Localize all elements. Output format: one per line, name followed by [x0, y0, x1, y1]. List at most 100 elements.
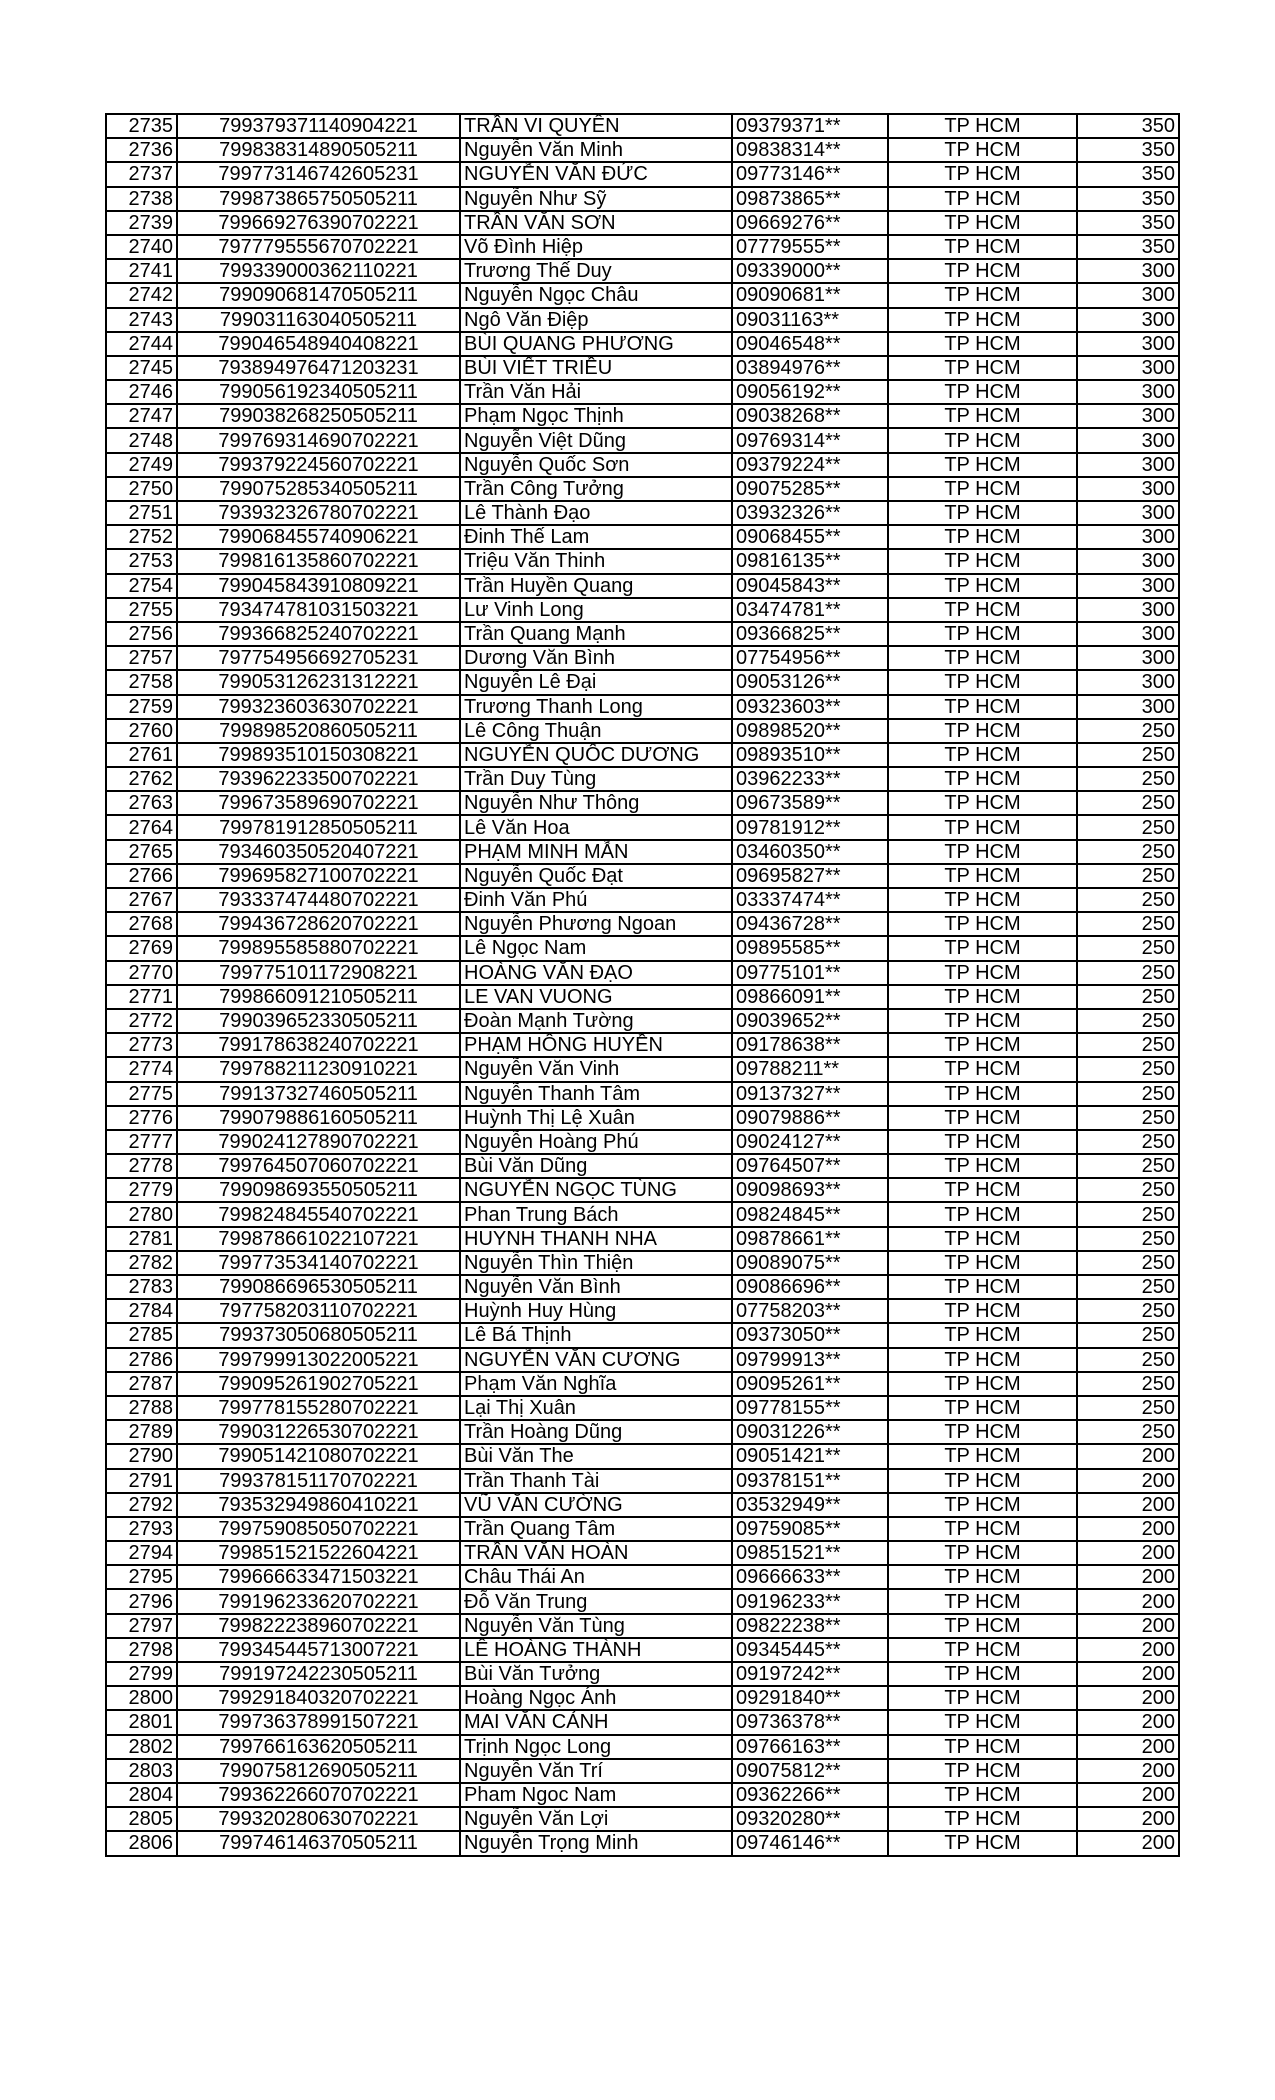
customer-code-cell: 799068455740906221: [176, 524, 461, 551]
row-number-cell: 2758: [105, 669, 178, 696]
customer-code-cell: 799038268250505211: [176, 403, 461, 430]
row-number-cell: 2764: [105, 814, 178, 841]
phone-number-cell: 03932326**: [731, 499, 889, 527]
customer-code-cell: 799320280630702221: [176, 1806, 461, 1833]
table-row: 2787 799095261902705221 Phạm Văn Nghĩa 0909…: [105, 1370, 1180, 1397]
amount-cell: 300: [1076, 475, 1180, 503]
customer-name-cell: Lại Thị Xuân: [459, 1394, 733, 1422]
row-number-cell: 2761: [105, 741, 178, 769]
customer-code-cell: 799379224560702221: [176, 451, 461, 478]
customer-code-cell: 799090681470505211: [176, 282, 461, 309]
customer-name-cell: Huỳnh Thị Lệ Xuân: [459, 1104, 733, 1131]
phone-number-cell: 09781912**: [731, 814, 889, 841]
amount-cell: 200: [1076, 1588, 1180, 1615]
table-row: 2750 799075285340505211 Trần Công Tưởng 090…: [105, 475, 1180, 503]
table-row: 2767 793337474480702221 Đinh Văn Phú 033374…: [105, 886, 1180, 914]
amount-cell: 250: [1076, 1225, 1180, 1252]
customer-code-cell: 799436728620702221: [176, 911, 461, 938]
table-row: 2755 793474781031503221 Lư Vinh Long 034747…: [105, 596, 1180, 623]
city-cell: TP HCM: [887, 112, 1078, 140]
amount-cell: 200: [1076, 1540, 1180, 1567]
row-number-cell: 2773: [105, 1032, 178, 1059]
city-cell: TP HCM: [887, 1467, 1078, 1494]
customer-name-cell: Đinh Văn Phú: [459, 886, 733, 914]
phone-number-cell: 03962233**: [731, 766, 889, 793]
table-row: 2745 793894976471203231 BÙI VIẾT TRIỀU 0389…: [105, 354, 1180, 382]
table-row: 2778 799764507060702221 Bùi Văn Dũng 097645…: [105, 1153, 1180, 1180]
phone-number-cell: 09039652**: [731, 1007, 889, 1035]
customer-code-cell: 799816135860702221: [176, 548, 461, 575]
table-row: 2736 799838314890505211 Nguyễn Văn Minh 098…: [105, 137, 1180, 164]
amount-cell: 250: [1076, 790, 1180, 817]
city-cell: TP HCM: [887, 717, 1078, 744]
row-number-cell: 2795: [105, 1564, 178, 1591]
city-cell: TP HCM: [887, 1080, 1078, 1107]
customer-code-cell: 799788211230910221: [176, 1056, 461, 1083]
amount-cell: 250: [1076, 1346, 1180, 1373]
phone-number-cell: 09666633**: [731, 1564, 889, 1591]
phone-number-cell: 09838314**: [731, 137, 889, 164]
phone-number-cell: 03532949**: [731, 1491, 889, 1518]
phone-number-cell: 09196233**: [731, 1588, 889, 1615]
customer-code-cell: 799746146370505211: [176, 1830, 461, 1857]
customer-name-cell: Đoàn Mạnh Tường: [459, 1007, 733, 1035]
row-number-cell: 2768: [105, 911, 178, 938]
amount-cell: 250: [1076, 959, 1180, 986]
customer-name-cell: Nguyễn Văn Lợi: [459, 1806, 733, 1833]
table-row: 2791 799378151170702221 Trần Thanh Tài 0937…: [105, 1467, 1180, 1494]
customer-name-cell: Nguyễn Ngọc Châu: [459, 282, 733, 309]
customer-code-cell: 799031226530702221: [176, 1419, 461, 1446]
phone-number-cell: 09045843**: [731, 572, 889, 599]
table-row: 2761 799893510150308221 NGUYỄN QUỐC DƯƠNG 0…: [105, 741, 1180, 769]
row-number-cell: 2759: [105, 693, 178, 720]
row-number-cell: 2806: [105, 1830, 178, 1857]
customer-code-cell: 799822238960702221: [176, 1612, 461, 1639]
city-cell: TP HCM: [887, 1733, 1078, 1760]
row-number-cell: 2797: [105, 1612, 178, 1639]
amount-cell: 300: [1076, 645, 1180, 672]
table-row: 2780 799824845540702221 Phan Trung Bách 098…: [105, 1201, 1180, 1228]
customer-code-cell: 799898520860505211: [176, 717, 461, 744]
table-row: 2746 799056192340505211 Trần Văn Hải 090561…: [105, 379, 1180, 406]
row-number-cell: 2783: [105, 1273, 178, 1301]
table-row: 2795 799666633471503221 Châu Thái An 096666…: [105, 1564, 1180, 1591]
table-row: 2751 793932326780702221 Lê Thành Đạo 039323…: [105, 499, 1180, 527]
customer-name-cell: Nguyễn Quốc Sơn: [459, 451, 733, 478]
phone-number-cell: 09895585**: [731, 935, 889, 962]
city-cell: TP HCM: [887, 1225, 1078, 1252]
customer-code-cell: 799053126231312221: [176, 669, 461, 696]
city-cell: TP HCM: [887, 1128, 1078, 1156]
customer-code-cell: 799764507060702221: [176, 1153, 461, 1180]
customer-code-cell: 799769314690702221: [176, 427, 461, 454]
customer-code-cell: 799838314890505211: [176, 137, 461, 164]
row-number-cell: 2760: [105, 717, 178, 744]
customer-code-cell: 799031163040505211: [176, 306, 461, 333]
row-number-cell: 2767: [105, 886, 178, 914]
amount-cell: 250: [1076, 1177, 1180, 1204]
amount-cell: 200: [1076, 1830, 1180, 1857]
city-cell: TP HCM: [887, 451, 1078, 478]
customer-code-cell: 799075285340505211: [176, 475, 461, 503]
amount-cell: 350: [1076, 209, 1180, 236]
city-cell: TP HCM: [887, 886, 1078, 914]
table-row: 2781 799878661022107221 HUYNH THANH NHA 098…: [105, 1225, 1180, 1252]
customer-name-cell: Dương Văn Bình: [459, 645, 733, 672]
city-cell: TP HCM: [887, 137, 1078, 164]
table-row: 2737 799773146742605231 NGUYỄN VĂN ĐỨC 0977…: [105, 161, 1180, 188]
customer-code-cell: 797758203110702221: [176, 1298, 461, 1325]
city-cell: TP HCM: [887, 403, 1078, 430]
customer-code-cell: 799866091210505211: [176, 983, 461, 1010]
amount-cell: 300: [1076, 620, 1180, 648]
customer-code-cell: 799373050680505211: [176, 1322, 461, 1349]
amount-cell: 250: [1076, 1032, 1180, 1059]
row-number-cell: 2780: [105, 1201, 178, 1228]
city-cell: TP HCM: [887, 282, 1078, 309]
city-cell: TP HCM: [887, 596, 1078, 623]
row-number-cell: 2800: [105, 1685, 178, 1712]
table-row: 2782 799773534140702221 Nguyễn Thìn Thiện 0…: [105, 1249, 1180, 1277]
row-number-cell: 2750: [105, 475, 178, 503]
customer-code-cell: 793337474480702221: [176, 886, 461, 914]
table-row: 2792 793532949860410221 VŨ VĂN CƯỜNG 035329…: [105, 1491, 1180, 1518]
table-row: 2744 799046548940408221 BÙI QUANG PHƯƠNG 09…: [105, 330, 1180, 357]
amount-cell: 350: [1076, 161, 1180, 188]
